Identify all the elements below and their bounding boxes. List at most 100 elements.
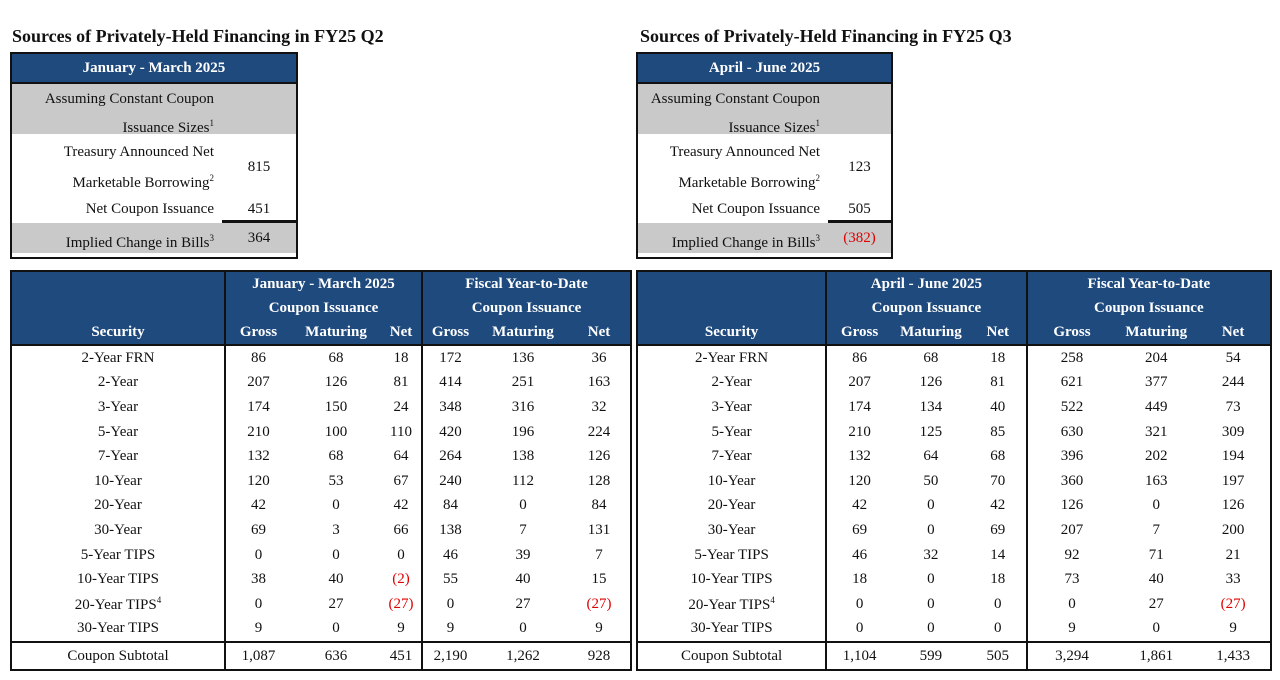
cell-gross: 46 (825, 542, 892, 568)
cell-gross: 120 (224, 468, 291, 494)
cell-net: 451 (381, 641, 422, 671)
table-row: 10-Year 120 50 70 360 163 197 (637, 468, 1271, 494)
net-coupon-value: 505 (828, 195, 891, 223)
cell-maturing: 321 (1145, 423, 1168, 440)
col-header-net: Net (568, 320, 631, 346)
table-row: 30-Year TIPS 9 0 9 9 0 9 (11, 616, 631, 643)
table-row: 3-Year 174 134 40 522 449 73 (637, 395, 1271, 420)
cell-gross: 42 (224, 493, 291, 519)
cell-gross: 348 (421, 395, 478, 420)
assuming-label-line2: Issuance Sizes1 (728, 118, 821, 136)
cell-gross: 3,294 (1025, 641, 1117, 671)
period-header: April - June 2025 (638, 54, 891, 84)
security-name: 10-Year TIPS (690, 571, 773, 588)
assuming-label-line2: Issuance Sizes1 (122, 118, 214, 136)
security-name: 10-Year TIPS (77, 571, 159, 588)
security-name: 7-Year (711, 448, 752, 465)
cell-maturing: 7 (1152, 521, 1161, 538)
net-coupon-label: Net Coupon Issuance (85, 201, 214, 217)
cell-maturing: 27 (328, 595, 344, 612)
cell-gross: 55 (421, 567, 478, 592)
cell-gross: 9 (224, 616, 291, 643)
cell-gross: 132 (825, 444, 892, 469)
cell-gross: 414 (421, 370, 478, 396)
security-name: 2-Year FRN (695, 349, 769, 366)
cell-gross: 0 (421, 591, 478, 617)
cell-net: 9 (595, 620, 603, 637)
cell-net: 200 (1221, 521, 1245, 538)
cell-gross: 264 (421, 444, 478, 469)
cell-gross: 1,104 (825, 641, 892, 671)
cell-maturing: 27 (1148, 595, 1164, 612)
footnote-4: 4 (770, 594, 775, 605)
cell-gross: 18 (825, 567, 892, 592)
cell-net: 21 (1225, 546, 1241, 563)
cell-maturing: 636 (291, 641, 381, 671)
cell-maturing: 202 (1145, 448, 1168, 465)
table-row: 20-Year 42 0 42 126 0 126 (637, 493, 1271, 519)
cell-maturing: 136 (511, 349, 535, 366)
cell-gross: 360 (1025, 468, 1117, 494)
cell-net: 24 (393, 398, 409, 415)
cell-net: 163 (587, 374, 611, 391)
cell-gross: 69 (825, 518, 892, 543)
group2-title: Fiscal Year-to-Date (1025, 271, 1271, 296)
security-name: 2-Year (711, 374, 752, 391)
cell-maturing: 0 (1152, 497, 1161, 514)
cell-maturing: 40 (1148, 571, 1164, 588)
cell-net: 126 (1221, 497, 1245, 514)
col-header-gross: Gross (1025, 320, 1117, 346)
cell-maturing: 1,861 (1116, 641, 1197, 671)
cell-gross: 0 (224, 542, 291, 568)
footnote-3: 3 (815, 233, 821, 243)
cell-gross: 38 (224, 567, 291, 592)
cell-maturing: 7 (519, 521, 527, 538)
col-header-net: Net (969, 320, 1027, 346)
cell-net: 0 (994, 620, 1002, 637)
security-name: 30-Year TIPS (690, 620, 773, 637)
cell-maturing: 196 (511, 423, 535, 440)
cell-maturing: 40 (515, 571, 531, 588)
cell-maturing: 0 (332, 620, 340, 637)
security-name: 3-Year (711, 398, 752, 415)
cell-net: 1,433 (1196, 641, 1271, 671)
col-header-gross: Gross (825, 320, 892, 346)
security-name: 30-Year (94, 521, 142, 538)
cell-gross: 240 (421, 468, 478, 494)
cell-net: 69 (990, 521, 1006, 538)
cell-net: 66 (393, 521, 409, 538)
right-title: Sources of Privately-Held Financing in F… (640, 26, 1012, 46)
table-row: 2-Year FRN 86 68 18 172 136 36 (11, 345, 631, 371)
cell-gross: 258 (1025, 345, 1117, 371)
bills-label: Implied Change in Bills3 (65, 233, 214, 251)
security-name: 20-Year (707, 497, 756, 514)
cell-net: 32 (591, 398, 607, 415)
cell-maturing: 0 (927, 595, 935, 612)
cell-gross: 0 (1025, 591, 1117, 617)
security-name: 10-Year (707, 472, 756, 489)
table-row: 2-Year 207 126 81 621 377 244 (637, 370, 1271, 396)
cell-net: 40 (990, 398, 1006, 415)
table-row: 20-Year TIPS4 0 27 (27) 0 27 (27) (11, 591, 631, 617)
cell-gross: 210 (224, 419, 291, 445)
footnote-1: 1 (815, 118, 821, 128)
cell-maturing: 53 (328, 472, 344, 489)
cell-gross: 210 (825, 419, 892, 445)
group2-title: Fiscal Year-to-Date (421, 271, 631, 296)
period-header: January - March 2025 (12, 54, 296, 84)
cell-net: 33 (1225, 571, 1241, 588)
cell-gross: 46 (421, 542, 478, 568)
cell-maturing: 0 (332, 497, 340, 514)
cell-net: 73 (1225, 398, 1241, 415)
table-row: 30-Year TIPS 0 0 0 9 0 9 (637, 616, 1271, 643)
cell-maturing: 50 (923, 472, 939, 489)
security-header: Security (11, 320, 225, 346)
table-row: 5-Year 210 125 85 630 321 309 (637, 419, 1271, 445)
cell-gross: 0 (825, 616, 892, 643)
col-header-maturing: Maturing (291, 320, 381, 346)
cell-net: 81 (393, 374, 409, 391)
cell-gross: 396 (1025, 444, 1117, 469)
col-header-maturing: Maturing (891, 320, 970, 346)
footnote-2: 2 (209, 172, 215, 183)
group2-subtitle: Coupon Issuance (1025, 296, 1271, 320)
